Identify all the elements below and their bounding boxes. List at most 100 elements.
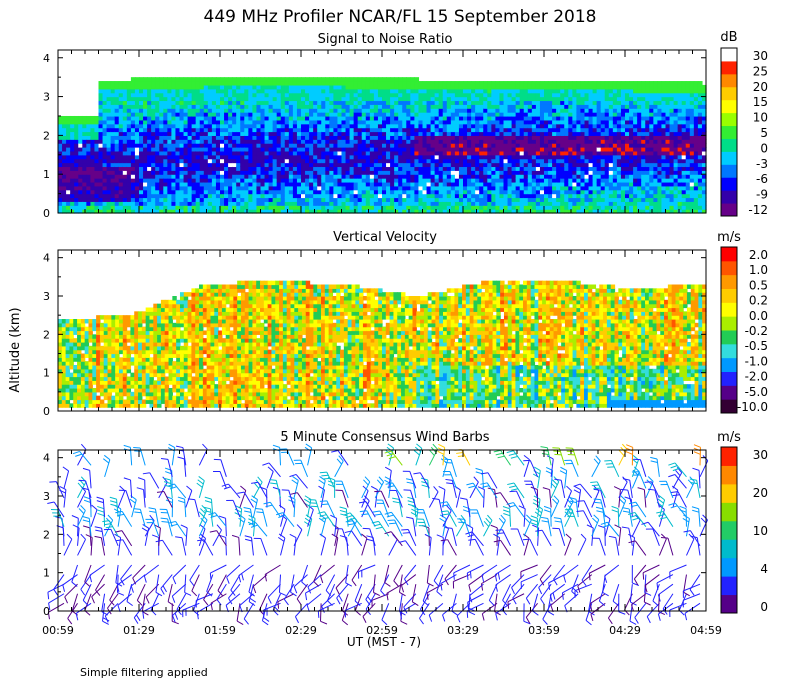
snr-cell bbox=[369, 100, 375, 105]
snr-cell bbox=[633, 112, 638, 117]
snr-cell bbox=[175, 96, 181, 102]
snr-cell bbox=[357, 115, 363, 121]
snr-cell bbox=[126, 115, 132, 121]
snr-cell bbox=[467, 205, 472, 210]
snr-cell bbox=[373, 104, 379, 109]
snr-cell bbox=[284, 158, 290, 164]
snr-cell bbox=[373, 154, 379, 160]
snr-cell bbox=[187, 81, 193, 86]
snr-cell bbox=[649, 104, 654, 109]
snr-cell bbox=[406, 84, 411, 90]
snr-cell bbox=[321, 77, 326, 82]
snr-cell bbox=[126, 166, 132, 171]
snr-cell bbox=[386, 174, 391, 179]
snr-cell bbox=[353, 131, 359, 136]
snr-cell bbox=[345, 154, 351, 160]
snr-cell bbox=[126, 185, 132, 191]
snr-cell bbox=[236, 201, 241, 206]
snr-cell bbox=[321, 143, 326, 148]
snr-cell bbox=[236, 189, 241, 195]
snr-cell bbox=[515, 158, 521, 164]
snr-cell bbox=[345, 123, 351, 129]
snr-cell bbox=[479, 174, 484, 179]
snr-cell bbox=[70, 162, 75, 168]
snr-cell bbox=[313, 84, 318, 90]
snr-cell bbox=[215, 104, 221, 109]
snr-cell bbox=[130, 112, 136, 117]
snr-cell bbox=[653, 158, 658, 164]
snr-cell bbox=[531, 166, 537, 171]
snr-cell bbox=[260, 174, 266, 179]
snr-cell bbox=[110, 205, 116, 210]
snr-cell bbox=[580, 150, 586, 156]
snr-cell bbox=[633, 189, 638, 195]
snr-cell bbox=[215, 170, 221, 175]
snr-cell bbox=[442, 112, 448, 117]
snr-cell bbox=[329, 123, 334, 129]
snr-cell bbox=[552, 170, 557, 175]
snr-cell bbox=[641, 166, 646, 171]
snr-cell bbox=[143, 108, 148, 113]
snr-cell bbox=[357, 181, 363, 187]
snr-cell bbox=[572, 131, 577, 136]
snr-cell bbox=[523, 92, 529, 98]
snr-cell bbox=[183, 150, 189, 156]
snr-cell bbox=[317, 135, 322, 140]
snr-cell bbox=[495, 139, 501, 144]
snr-cell bbox=[398, 209, 403, 214]
snr-cell bbox=[531, 205, 537, 210]
snr-cell bbox=[215, 197, 221, 202]
snr-cell bbox=[329, 81, 334, 86]
snr-cell bbox=[620, 115, 626, 121]
snr-cell bbox=[418, 88, 424, 94]
snr-cell bbox=[539, 166, 545, 171]
snr-cell bbox=[199, 162, 205, 168]
snr-cell bbox=[471, 139, 476, 144]
snr-cell bbox=[317, 158, 322, 164]
snr-cell bbox=[199, 174, 205, 179]
snr-cell bbox=[390, 88, 395, 94]
snr-cell bbox=[345, 81, 351, 86]
snr-cell bbox=[276, 123, 282, 129]
snr-cell bbox=[608, 170, 614, 175]
snr-cell bbox=[321, 170, 326, 175]
snr-cell bbox=[114, 100, 120, 105]
snr-cell bbox=[625, 189, 630, 195]
snr-cell bbox=[446, 143, 452, 148]
snr-cell bbox=[122, 108, 128, 113]
snr-cell bbox=[633, 158, 638, 164]
snr-cell bbox=[70, 154, 75, 160]
snr-cell bbox=[102, 174, 108, 179]
snr-cell bbox=[151, 143, 156, 148]
snr-cell bbox=[487, 201, 492, 206]
snr-cell bbox=[199, 205, 205, 210]
snr-cell bbox=[268, 81, 274, 86]
snr-cell bbox=[155, 150, 160, 156]
snr-cell bbox=[373, 77, 379, 82]
snr-cell bbox=[491, 193, 496, 199]
snr-cell bbox=[430, 174, 436, 179]
snr-cell bbox=[616, 96, 622, 102]
snr-cell bbox=[284, 154, 290, 160]
snr-cell bbox=[386, 96, 391, 102]
snr-cell bbox=[280, 139, 286, 144]
snr-cell bbox=[191, 108, 197, 113]
snr-cell bbox=[377, 100, 383, 105]
snr-cell bbox=[207, 178, 213, 183]
snr-cell bbox=[187, 100, 193, 105]
snr-cell bbox=[535, 205, 541, 210]
snr-cell bbox=[588, 92, 594, 98]
snr-cell bbox=[288, 88, 294, 94]
snr-cell bbox=[604, 92, 610, 98]
snr-cell bbox=[458, 201, 464, 206]
snr-cell bbox=[272, 139, 278, 144]
snr-cell bbox=[434, 104, 440, 109]
snr-cell bbox=[317, 197, 322, 202]
snr-cell bbox=[446, 197, 452, 202]
snr-cell bbox=[515, 197, 521, 202]
snr-cell bbox=[515, 201, 521, 206]
snr-cell bbox=[236, 162, 241, 168]
snr-cell bbox=[454, 158, 460, 164]
snr-cell bbox=[288, 115, 294, 121]
snr-cell bbox=[382, 115, 387, 121]
